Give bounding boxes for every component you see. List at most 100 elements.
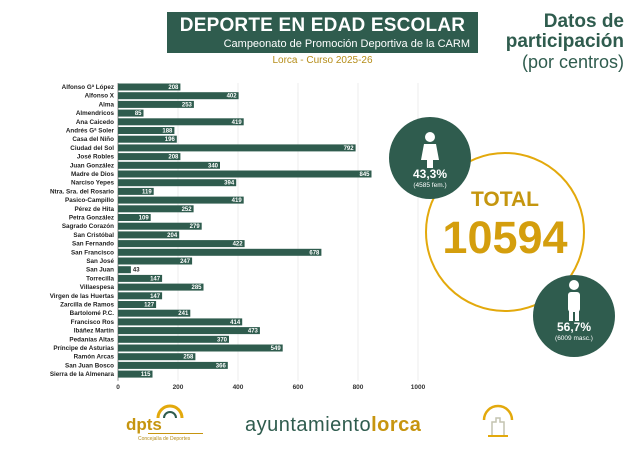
data-label: 370: [217, 337, 228, 343]
bar: [118, 127, 175, 134]
category-label: Pedanías Altas: [69, 336, 114, 343]
data-label: 549: [271, 346, 282, 352]
data-label: 422: [233, 242, 244, 248]
data-label: 252: [182, 207, 193, 213]
side-title: Datos de participación (por centros): [506, 11, 624, 73]
x-tick-label: 0: [116, 384, 120, 391]
location-line: Lorca - Curso 2025-26: [272, 55, 373, 66]
bar: [118, 161, 220, 169]
bar: [118, 170, 372, 178]
category-label: Narciso Yepes: [71, 180, 114, 187]
category-label: San Juan Bosco: [65, 362, 114, 369]
bar: [118, 100, 194, 108]
data-label: 402: [227, 94, 238, 100]
category-label: Príncipe de Asturias: [53, 345, 114, 352]
ayuntamiento-text-a: ayuntamiento: [245, 414, 372, 436]
page-title: DEPORTE EN EDAD ESCOLAR: [179, 15, 466, 36]
female-bubble: 43,3% (4585 fem.): [389, 117, 471, 199]
bar: [118, 205, 194, 213]
male-bubble: 56,7% (6009 masc.): [533, 275, 615, 357]
bar: [118, 344, 283, 352]
category-label: Ibáñez Martín: [74, 328, 114, 335]
category-label: San Cristóbal: [73, 232, 114, 239]
bar: [118, 196, 244, 204]
bar: [118, 274, 163, 282]
data-label: 208: [168, 85, 179, 91]
x-tick-label: 1000: [411, 384, 426, 391]
male-note: (6009 masc.): [555, 335, 593, 342]
category-label: San José: [86, 258, 114, 265]
category-label: José Robles: [77, 154, 115, 161]
bar: [118, 292, 163, 300]
female-figure-icon: [421, 132, 439, 168]
x-tick-label: 200: [173, 384, 184, 391]
category-label: Pasico-Campillo: [65, 197, 114, 204]
x-tick-label: 800: [353, 384, 364, 391]
data-label: 115: [141, 372, 151, 378]
bar: [118, 361, 228, 369]
data-label: 285: [191, 285, 202, 291]
data-label: 419: [232, 198, 243, 204]
data-label: 241: [178, 311, 189, 317]
data-label: 845: [359, 172, 370, 178]
ayuntamiento-logo: ayuntamientolorca: [245, 414, 421, 437]
data-label: 394: [224, 181, 235, 187]
data-label: 258: [183, 355, 194, 361]
total-ring: [425, 152, 585, 312]
category-label: Pérez de Hita: [74, 206, 114, 213]
data-label: 109: [139, 216, 150, 222]
data-label: 473: [248, 329, 259, 335]
bar: [118, 214, 151, 221]
data-label: 247: [180, 259, 191, 265]
data-label: 147: [150, 276, 161, 282]
lorca-crest-icon: [482, 404, 514, 437]
data-label: 147: [150, 294, 161, 300]
dpts-rule: [148, 433, 203, 434]
data-label: 419: [232, 120, 243, 126]
category-label: Ciudad del Sol: [70, 145, 114, 152]
dpts-logo: dpts Concejalía de Deportes: [120, 400, 210, 446]
side-title-line-1: Datos de: [543, 11, 624, 32]
side-title-line-3: (por centros): [521, 52, 624, 72]
category-label: Sierra de la Almenara: [50, 371, 115, 378]
female-note: (4585 fem.): [413, 182, 447, 189]
category-label: San Juan: [86, 267, 114, 274]
category-label: Sagrado Corazón: [62, 223, 114, 230]
category-label: Ramón Arcas: [74, 354, 115, 361]
data-label: 204: [167, 233, 178, 239]
bar: [118, 135, 177, 143]
bar: [118, 144, 356, 152]
data-label: 414: [230, 320, 241, 326]
bar: [118, 266, 131, 274]
bar: [118, 283, 204, 291]
category-label: Zarcilla de Ramos: [60, 302, 114, 309]
category-label: Almendricos: [76, 110, 115, 117]
bar: [118, 153, 181, 161]
female-pct: 43,3%: [412, 167, 448, 181]
data-label: 196: [165, 137, 176, 143]
ayuntamiento-text-b: lorca: [371, 414, 422, 436]
category-label: Andrés Gª Soler: [66, 128, 115, 135]
bar: [118, 240, 245, 248]
sun-icon: [156, 404, 184, 419]
data-label: 366: [216, 363, 227, 369]
category-label: Alfonso X: [85, 93, 115, 100]
x-tick-label: 400: [233, 384, 244, 391]
category-label: Villaespesa: [80, 284, 115, 291]
bar: [118, 248, 322, 256]
data-label: 119: [142, 189, 152, 195]
data-label: 678: [309, 250, 320, 256]
bar: [118, 118, 244, 126]
category-label: Francisco Ros: [71, 319, 115, 326]
total-value: 10594: [442, 212, 568, 263]
category-label: Virgen de las Huertas: [50, 293, 115, 300]
category-label: Juan González: [70, 162, 114, 169]
data-label: 127: [144, 303, 155, 309]
category-label: Alfonso Gª López: [62, 84, 114, 91]
male-figure-icon: [568, 280, 580, 321]
category-label: Casa del Niño: [72, 136, 114, 143]
title-banner: DEPORTE EN EDAD ESCOLAR Campeonato de Pr…: [167, 12, 478, 53]
category-label: San Francisco: [71, 249, 114, 256]
bar: [118, 231, 180, 239]
